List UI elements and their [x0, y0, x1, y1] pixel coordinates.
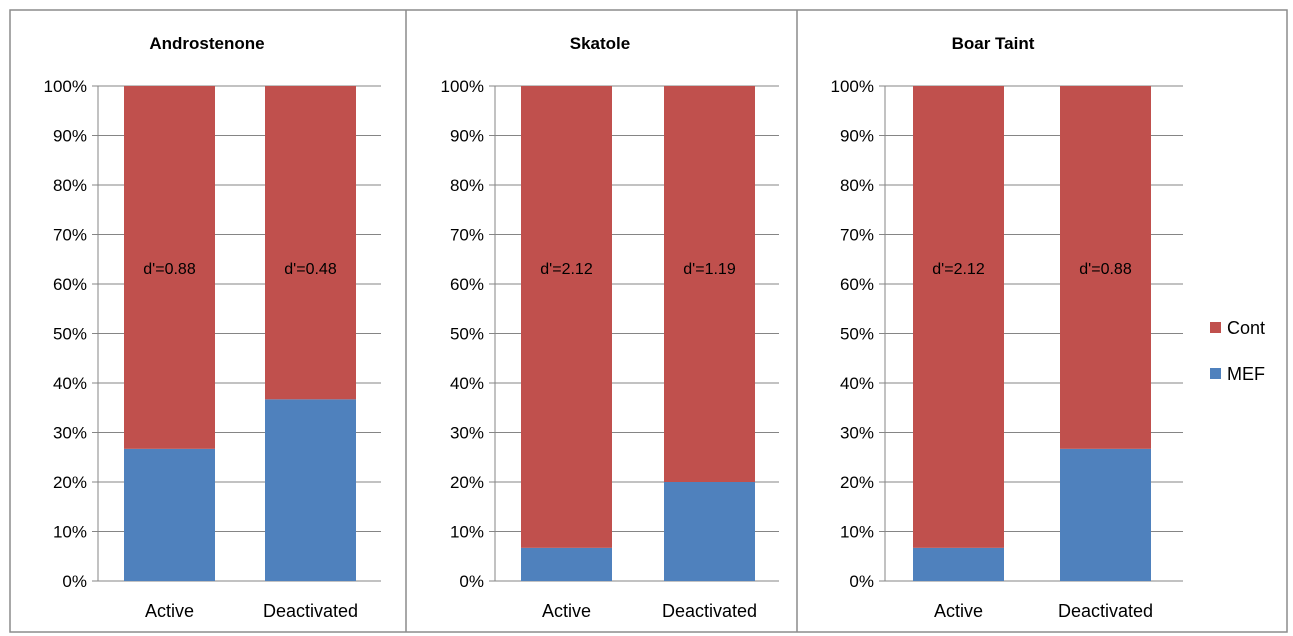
bar-mef	[265, 399, 356, 581]
bar-annotation: d'=0.88	[143, 261, 196, 278]
bar-mef	[521, 547, 612, 581]
legend-swatch-cont	[1210, 322, 1221, 333]
y-tick-label: 80%	[450, 176, 484, 195]
x-category-label: Deactivated	[1058, 601, 1153, 621]
y-tick-label: 50%	[53, 325, 87, 344]
bar-annotation: d'=0.48	[284, 261, 337, 278]
y-tick-label: 30%	[840, 424, 874, 443]
bar-annotation: d'=2.12	[932, 261, 985, 278]
y-tick-label: 80%	[840, 176, 874, 195]
y-tick-label: 10%	[840, 523, 874, 542]
y-tick-label: 90%	[53, 127, 87, 146]
y-tick-label: 70%	[840, 226, 874, 245]
y-tick-label: 100%	[44, 77, 87, 96]
x-category-label: Deactivated	[662, 601, 757, 621]
bar-annotation: d'=2.12	[540, 261, 593, 278]
bar-mef	[124, 448, 215, 581]
x-category-label: Active	[542, 601, 591, 621]
y-tick-label: 30%	[53, 424, 87, 443]
figure-border	[9, 9, 1288, 633]
y-tick-label: 100%	[441, 77, 484, 96]
y-tick-label: 20%	[53, 473, 87, 492]
y-tick-label: 30%	[450, 424, 484, 443]
y-tick-label: 70%	[450, 226, 484, 245]
y-tick-label: 0%	[849, 572, 874, 591]
y-tick-label: 40%	[53, 374, 87, 393]
chart-title: Boar Taint	[952, 34, 1035, 53]
legend-swatch-mef	[1210, 368, 1221, 379]
bar-annotation: d'=0.88	[1079, 261, 1132, 278]
x-category-label: Active	[934, 601, 983, 621]
bar-mef	[913, 547, 1004, 581]
bar-annotation: d'=1.19	[683, 261, 736, 278]
x-category-label: Active	[145, 601, 194, 621]
bar-cont	[124, 86, 215, 449]
y-tick-label: 60%	[53, 275, 87, 294]
bar-cont	[265, 86, 356, 400]
chart-title: Skatole	[570, 34, 630, 53]
y-tick-label: 90%	[840, 127, 874, 146]
y-tick-label: 50%	[450, 325, 484, 344]
y-tick-label: 100%	[831, 77, 874, 96]
y-tick-label: 60%	[840, 275, 874, 294]
bar-cont	[521, 86, 612, 548]
y-tick-label: 50%	[840, 325, 874, 344]
y-tick-label: 10%	[450, 523, 484, 542]
y-tick-label: 40%	[840, 374, 874, 393]
bar-cont	[664, 86, 755, 482]
y-tick-label: 0%	[459, 572, 484, 591]
y-tick-label: 40%	[450, 374, 484, 393]
y-tick-label: 80%	[53, 176, 87, 195]
chart-title: Androstenone	[149, 34, 264, 53]
y-tick-label: 10%	[53, 523, 87, 542]
x-category-label: Deactivated	[263, 601, 358, 621]
y-tick-label: 20%	[840, 473, 874, 492]
bar-cont	[1060, 86, 1151, 449]
y-tick-label: 60%	[450, 275, 484, 294]
legend-label-mef: MEF	[1227, 364, 1265, 384]
bar-cont	[913, 86, 1004, 548]
y-tick-label: 0%	[62, 572, 87, 591]
y-tick-label: 70%	[53, 226, 87, 245]
y-tick-label: 20%	[450, 473, 484, 492]
legend-label-cont: Cont	[1227, 318, 1265, 338]
bar-mef	[664, 482, 755, 581]
y-tick-label: 90%	[450, 127, 484, 146]
bar-mef	[1060, 448, 1151, 581]
